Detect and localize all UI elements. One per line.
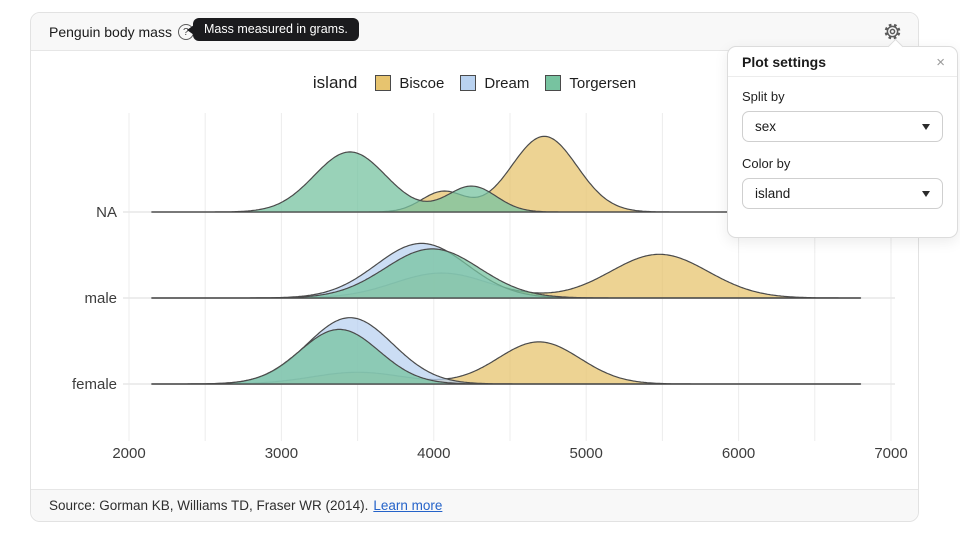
settings-button[interactable] xyxy=(880,20,904,44)
plot-settings-popover: Plot settings × Split by sex Color by is… xyxy=(727,38,958,238)
x-tick-label: 4000 xyxy=(417,445,450,462)
card-header: Penguin body mass ? xyxy=(31,13,918,51)
card-footer: Source: Gorman KB, Williams TD, Fraser W… xyxy=(31,489,918,521)
x-tick-label: 7000 xyxy=(874,445,907,462)
legend-swatch-biscoe xyxy=(375,75,392,91)
help-tooltip: Mass measured in grams. xyxy=(193,18,359,41)
help-tooltip-text: Mass measured in grams. xyxy=(204,22,348,36)
color-by-value: island xyxy=(755,186,791,201)
plot-area: island Biscoe Dream Torgersen NA male female 2… xyxy=(31,51,918,491)
legend-item-dream: Dream xyxy=(460,75,529,92)
row-label: female xyxy=(72,376,117,393)
legend-swatch-torgersen xyxy=(545,75,562,91)
x-tick-label: 5000 xyxy=(570,445,603,462)
density-curve-torgersen xyxy=(151,328,862,385)
close-icon[interactable]: × xyxy=(936,53,945,71)
legend-title: island xyxy=(312,73,358,92)
x-tick-label: 6000 xyxy=(722,445,755,462)
page-title: Penguin body mass xyxy=(49,23,172,40)
legend: island Biscoe Dream Torgersen xyxy=(31,73,918,93)
row-label: NA xyxy=(96,204,117,221)
color-by-select[interactable]: island xyxy=(742,178,943,209)
split-by-value: sex xyxy=(755,119,777,134)
x-tick-label: 3000 xyxy=(265,445,298,462)
learn-more-link[interactable]: Learn more xyxy=(373,498,443,513)
color-by-label: Color by xyxy=(742,156,791,171)
source-text: Source: Gorman KB, Williams TD, Fraser W… xyxy=(49,498,369,513)
split-by-select[interactable]: sex xyxy=(742,111,943,142)
x-tick-label: 2000 xyxy=(112,445,145,462)
legend-label: Biscoe xyxy=(399,74,445,92)
legend-swatch-dream xyxy=(460,75,477,91)
legend-label: Torgersen xyxy=(569,74,637,92)
row-label: male xyxy=(84,290,117,307)
legend-item-torgersen: Torgersen xyxy=(545,75,636,92)
popover-header: Plot settings × xyxy=(728,47,957,77)
popover-body: Split by sex Color by island xyxy=(728,77,957,235)
density-curve-torgersen xyxy=(151,248,862,299)
legend-item-biscoe: Biscoe xyxy=(375,75,444,92)
chevron-down-icon xyxy=(922,190,930,197)
popover-title: Plot settings xyxy=(742,54,827,70)
legend-label: Dream xyxy=(484,74,530,92)
ridgeline-chart: NA male female 2000 3000 4000 5000 6000 7000 xyxy=(72,113,908,462)
chevron-down-icon xyxy=(922,123,930,130)
split-by-label: Split by xyxy=(742,89,785,104)
gear-icon xyxy=(884,23,900,40)
